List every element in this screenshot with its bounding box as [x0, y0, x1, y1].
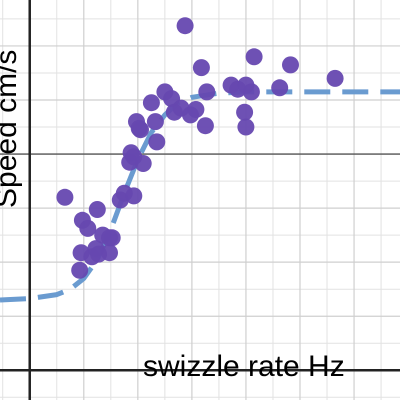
data-point — [245, 48, 263, 66]
data-point — [103, 229, 121, 247]
data-point — [271, 79, 289, 97]
data-point — [236, 103, 254, 121]
data-point — [125, 187, 143, 205]
data-point — [326, 69, 344, 87]
data-point — [79, 219, 97, 237]
data-point — [196, 117, 214, 135]
data-point — [192, 59, 210, 77]
data-point — [237, 76, 255, 94]
x-axis-title: swizzle rate Hz — [143, 350, 345, 383]
data-point — [88, 201, 106, 218]
data-point — [132, 121, 149, 139]
data-point — [71, 261, 89, 279]
data-point — [101, 244, 118, 262]
data-point — [198, 83, 216, 101]
data-point — [134, 155, 152, 172]
data-point — [142, 94, 160, 112]
data-point — [148, 133, 166, 151]
y-axis-title: Speed cm/s — [0, 50, 23, 208]
data-point — [187, 101, 205, 118]
data-point — [282, 56, 299, 74]
data-point — [146, 113, 164, 131]
data-point — [56, 188, 74, 206]
data-point — [237, 118, 255, 136]
data-points — [56, 17, 344, 279]
data-point — [176, 17, 194, 35]
